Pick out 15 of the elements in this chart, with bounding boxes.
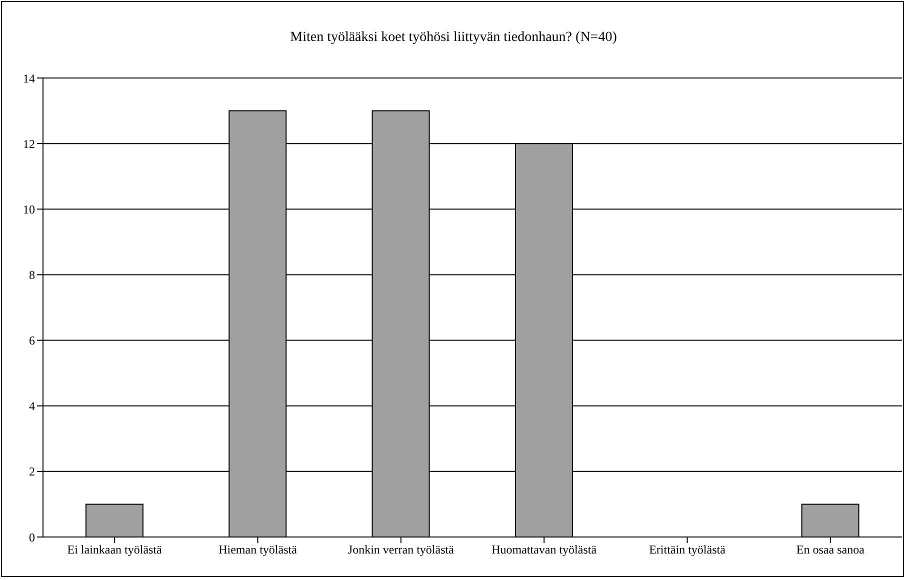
x-tick-label: Huomattavan työlästä <box>492 542 598 557</box>
x-tick-label: Erittäin työlästä <box>649 542 726 557</box>
y-tick-label: 0 <box>29 530 35 544</box>
chart-title: Miten työlääksi koet työhösi liittyvän tiedonhaun? (N=40) <box>289 30 618 46</box>
y-tick-label: 14 <box>23 71 35 86</box>
y-tick-label: 4 <box>29 399 35 414</box>
y-tick-label: 8 <box>29 268 35 282</box>
x-tick-label: En osaa sanoa <box>796 542 866 557</box>
y-tick-label: 2 <box>29 464 35 479</box>
x-tick-label: Ei lainkaan työlästä <box>67 542 163 557</box>
x-tick-label: Jonkin verran työlästä <box>348 542 455 557</box>
x-tick-label: Hieman työlästä <box>218 542 298 557</box>
y-tick-label: 10 <box>23 202 35 216</box>
y-tick-label: 12 <box>23 136 35 151</box>
y-tick-label: 6 <box>29 334 35 348</box>
